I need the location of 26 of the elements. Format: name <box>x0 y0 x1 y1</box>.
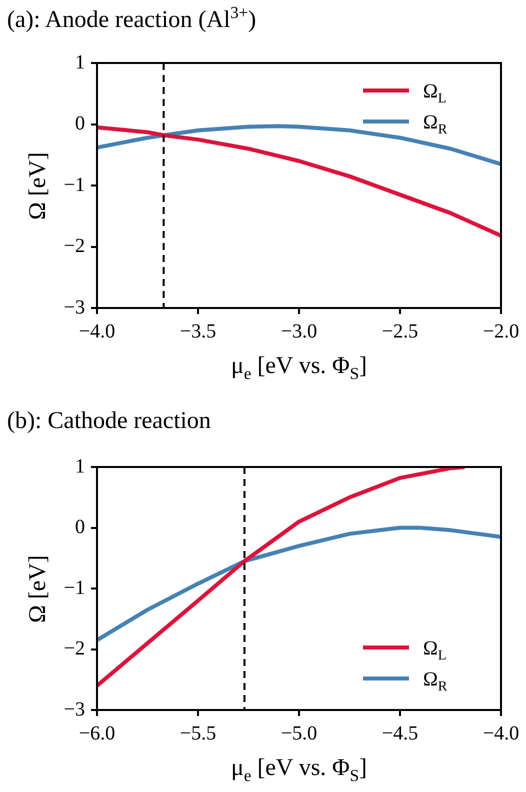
y-tick-label: 0 <box>75 112 85 134</box>
x-axis-title: μ$_{e}$ [eV vs. Φ$_{S}$] <box>230 755 368 785</box>
x-axis-title: μ$_{e}$ [eV vs. Φ$_{S}$] <box>230 353 368 383</box>
y-tick-label: −1 <box>64 174 85 196</box>
x-tick-label: −4.0 <box>78 320 116 342</box>
x-tick-label: −5.5 <box>180 722 216 744</box>
chart-title: (a): Anode reaction (Al$^{3+}$) <box>7 3 256 33</box>
y-tick-label: −3 <box>64 698 85 720</box>
chart-title: (b): Cathode reaction <box>7 408 211 434</box>
x-tick-label: −4.5 <box>382 722 418 744</box>
x-tick-label: −5.0 <box>280 722 318 744</box>
y-axis-title: Ω [eV] <box>25 152 51 220</box>
y-tick-label: −2 <box>64 638 85 660</box>
y-tick-label: 1 <box>75 455 85 478</box>
y-tick-label: −2 <box>64 235 85 257</box>
x-tick-label: −6.0 <box>78 722 116 744</box>
y-tick-label: −1 <box>64 576 85 599</box>
y-tick-label: 1 <box>75 51 85 74</box>
y-tick-label: −3 <box>64 296 85 318</box>
x-tick-label: −2.0 <box>482 320 520 342</box>
x-tick-label: −4.0 <box>482 722 520 744</box>
x-tick-label: −3.5 <box>180 320 216 342</box>
y-tick-label: 0 <box>75 516 85 538</box>
x-tick-label: −2.5 <box>382 320 418 342</box>
x-tick-label: −3.0 <box>280 320 318 342</box>
y-axis-title: Ω [eV] <box>25 554 51 622</box>
